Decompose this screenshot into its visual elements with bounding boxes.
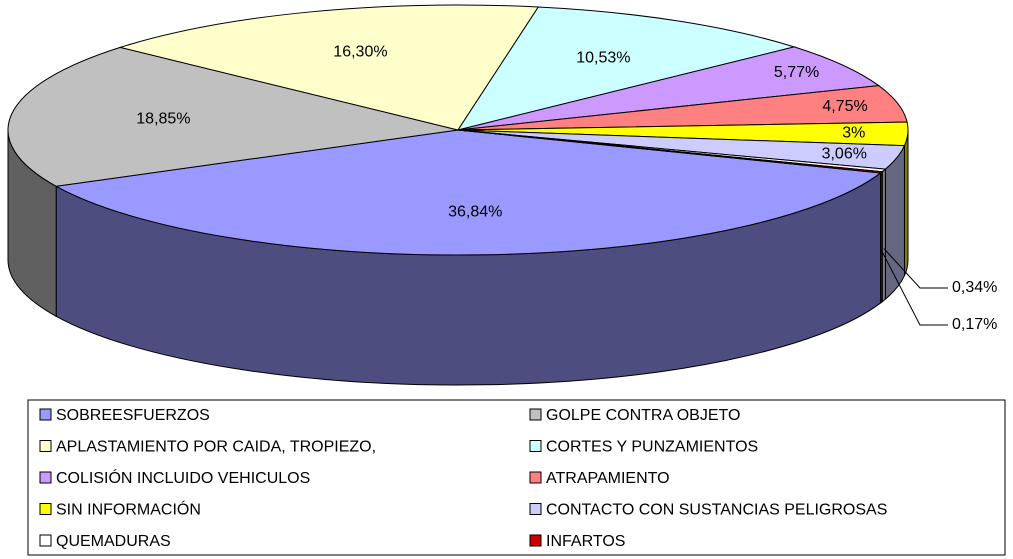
slice-side <box>880 170 883 304</box>
leader-line <box>883 248 948 289</box>
legend-label: CONTACTO CON SUSTANCIAS PELIGROSAS <box>546 502 887 519</box>
data-label: 3% <box>842 125 865 142</box>
data-label: 5,77% <box>774 64 819 81</box>
legend-label: CORTES Y PUNZAMIENTOS <box>546 439 758 456</box>
legend-swatch <box>39 471 52 484</box>
legend-label: COLISIÓN INCLUIDO VEHICULOS <box>56 468 310 487</box>
legend-swatch <box>529 503 542 515</box>
legend-swatch <box>39 534 52 547</box>
legend-label: QUEMADURAS <box>56 533 171 550</box>
data-label: 18,85% <box>136 111 190 128</box>
legend-label: INFARTOS <box>546 533 625 550</box>
data-label: 0,34% <box>952 279 997 296</box>
legend-swatch <box>39 503 52 515</box>
legend-swatch <box>529 440 542 452</box>
slice <box>457 46 880 131</box>
legend-label: SOBREESFUERZOS <box>56 407 210 424</box>
legend-swatch <box>39 408 52 421</box>
data-label: 0,17% <box>952 316 997 333</box>
legend-label: SIN INFORMACIÓN <box>56 500 201 519</box>
data-label: 16,30% <box>333 43 387 60</box>
legend-swatch <box>529 534 542 547</box>
data-label: 10,53% <box>576 49 630 66</box>
data-label: 4,75% <box>822 98 867 115</box>
slice-side <box>903 129 909 276</box>
slice <box>457 129 884 174</box>
slice <box>456 6 797 131</box>
slice <box>7 46 459 187</box>
legend-box <box>27 399 1006 556</box>
leader-line <box>880 250 948 326</box>
legend-label: APLASTAMIENTO POR CAIDA, TROPIEZO, <box>56 439 376 456</box>
legend-label: GOLPE CONTRA OBJETO <box>546 407 740 424</box>
legend-label: ATRAPAMIENTO <box>546 470 670 487</box>
legend-swatch <box>529 471 542 484</box>
data-label: 36,84% <box>448 204 502 221</box>
legend-swatch <box>39 440 52 452</box>
slice <box>118 4 540 131</box>
data-label: 3,06% <box>822 145 867 162</box>
legend-swatch <box>529 408 542 421</box>
slice <box>54 129 882 256</box>
